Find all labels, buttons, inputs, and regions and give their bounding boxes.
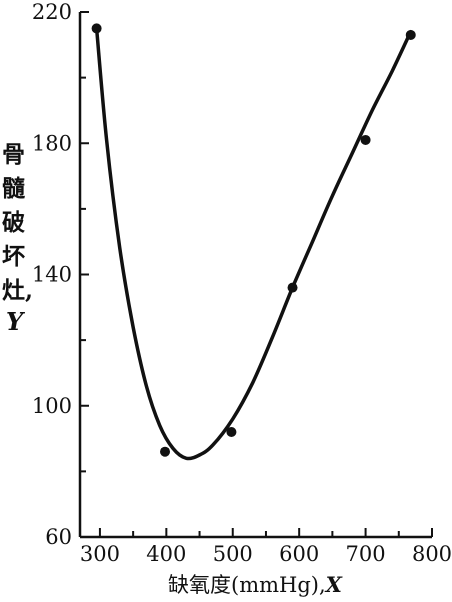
x-axis-label: 缺氧度(mmHg),X: [168, 572, 343, 597]
y-label-char-2: 髓: [2, 175, 26, 202]
y-tick-label: 60: [45, 525, 72, 549]
data-point: [226, 427, 237, 437]
y-tick-label: 220: [32, 0, 72, 24]
tick-marks: [80, 11, 433, 538]
x-tick-label: 600: [279, 542, 319, 566]
tick-labels: 60 100 140 180 220 300 400 500 600 700 800: [32, 0, 452, 566]
y-label-char-4: 坏: [2, 243, 25, 270]
x-tick-label: 700: [346, 542, 386, 566]
x-axis-label-var: X: [324, 572, 343, 597]
y-label-char-3: 破: [2, 209, 25, 236]
data-point: [405, 29, 416, 40]
data-point: [91, 23, 102, 34]
y-tick-label: 180: [32, 131, 72, 155]
axes: [78, 12, 432, 539]
y-label-char-1: 骨: [2, 141, 25, 168]
x-tick-label: 500: [213, 542, 253, 566]
data-points: [91, 23, 416, 457]
y-axis-label: 骨 髓 破 坏 灶, Y: [2, 141, 33, 336]
x-axis-label-text: 缺氧度(mmHg),: [168, 573, 326, 597]
x-tick-label: 800: [412, 542, 452, 566]
x-tick-label: 300: [80, 542, 120, 566]
data-point: [160, 446, 171, 457]
y-label-char-5: 灶,: [2, 277, 33, 304]
x-tick-label: 400: [146, 542, 186, 566]
y-tick-label: 140: [32, 263, 72, 287]
data-point: [287, 282, 298, 293]
y-tick-label: 100: [32, 394, 72, 418]
y-label-var: Y: [6, 307, 26, 336]
data-point: [360, 134, 371, 145]
fit-curve: [94, 26, 413, 461]
